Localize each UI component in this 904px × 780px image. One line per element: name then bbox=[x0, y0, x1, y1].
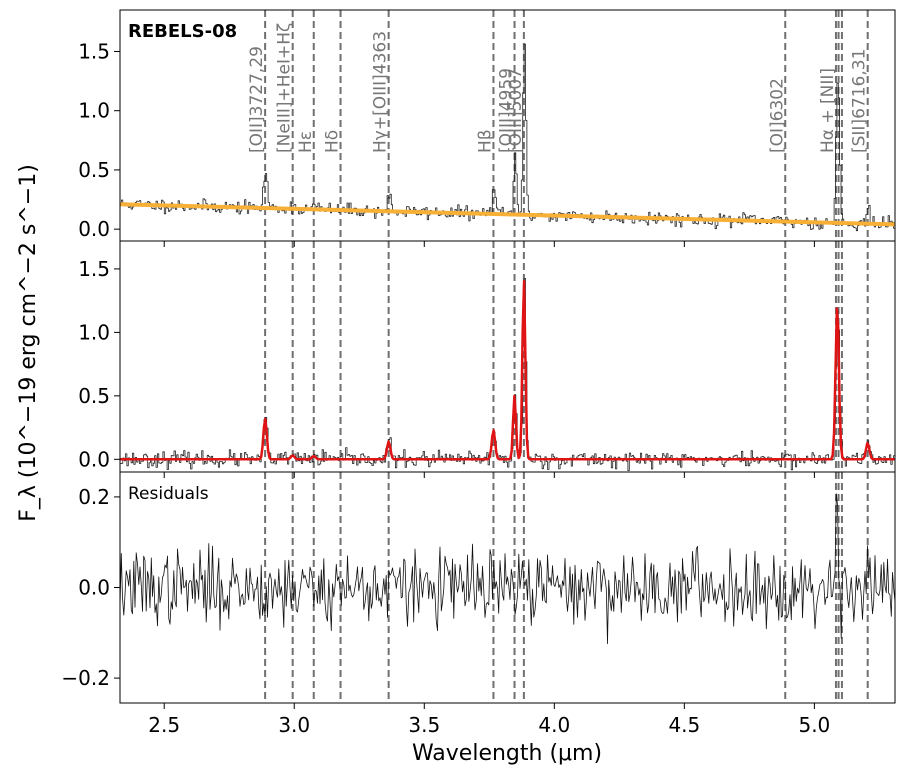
y-tick-label-spectrum-3: 1.5 bbox=[78, 39, 110, 63]
plot-area-spectrum bbox=[120, 10, 895, 241]
line-label-4: Hγ+[OIII]4363 bbox=[371, 31, 391, 153]
y-tick-label-spectrum-2: 1.0 bbox=[78, 99, 110, 123]
line-label-9: Hα + [NII] bbox=[818, 68, 838, 153]
series-residuals-residual bbox=[120, 493, 895, 645]
x-tick-label-1: 3.0 bbox=[278, 713, 310, 737]
y-axis-label: F_λ (10^−19 erg cm^−2 s^−1) bbox=[16, 164, 41, 522]
panel-frame-model bbox=[119, 240, 896, 473]
line-label-1: [NeIII]+HeI+Hζ bbox=[275, 23, 295, 153]
line-label-3: Hδ bbox=[323, 130, 343, 153]
y-tick-label-model-3: 1.5 bbox=[78, 257, 110, 281]
y-tick-label-residuals-0: −0.2 bbox=[61, 666, 110, 690]
y-tick-label-model-0: 0.0 bbox=[78, 447, 110, 471]
y-tick-label-spectrum-0: 0.0 bbox=[78, 217, 110, 241]
panel-model: 0.0 0.5 1.0 1.5 bbox=[78, 240, 896, 478]
line-label-6: [OIII]4959 bbox=[497, 68, 517, 153]
panel-residuals: −0.2 0.0 0.2 2.5 3.0 3.5 4.0 4.5 5.0 Residuals bbox=[61, 471, 896, 737]
y-tick-label-model-2: 1.0 bbox=[78, 320, 110, 344]
x-tick-label-4: 4.5 bbox=[668, 713, 700, 737]
series-spectrum-continuum bbox=[120, 202, 895, 227]
series-model-observed bbox=[120, 278, 895, 471]
line-label-0: [OII]3727,29 bbox=[247, 46, 267, 153]
x-tick-label-2: 3.5 bbox=[408, 713, 440, 737]
x-tick-label-5: 5.0 bbox=[798, 713, 830, 737]
panel-title-spectrum: REBELS-08 bbox=[128, 21, 237, 42]
line-label-7: [OIII]5007 bbox=[506, 68, 526, 153]
series-model-model bbox=[120, 280, 895, 461]
line-label-8: [OI]6302 bbox=[767, 78, 787, 153]
panel-spectrum: 0.0 0.5 1.0 1.5 REBELS-08 [OII]3727,29 [NeIII]… bbox=[78, 9, 896, 247]
y-tick-label-residuals-2: 0.2 bbox=[78, 485, 110, 509]
line-label-5: Hβ bbox=[476, 129, 496, 153]
panel-title-residuals: Residuals bbox=[128, 484, 209, 504]
line-label-2: Hε bbox=[296, 131, 316, 153]
panel-frame-residuals bbox=[119, 471, 896, 704]
plot-area-residuals bbox=[120, 472, 895, 703]
plot-area-model bbox=[120, 241, 895, 472]
y-tick-label-residuals-1: 0.0 bbox=[78, 576, 110, 600]
line-label-12: [SII]6716,31 bbox=[850, 49, 870, 153]
x-tick-label-0: 2.5 bbox=[148, 713, 180, 737]
x-axis-label: Wavelength (μm) bbox=[412, 741, 602, 766]
x-tick-label-3: 4.0 bbox=[538, 713, 570, 737]
y-tick-label-model-1: 0.5 bbox=[78, 384, 110, 408]
y-tick-label-spectrum-1: 0.5 bbox=[78, 158, 110, 182]
